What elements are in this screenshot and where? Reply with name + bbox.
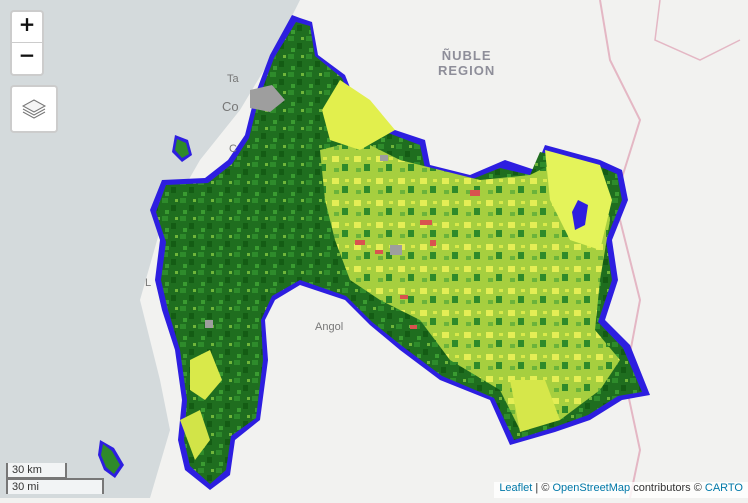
vegetation-mixed bbox=[320, 140, 620, 430]
zoom-in-button[interactable]: + bbox=[12, 12, 42, 43]
degraded-patches bbox=[355, 190, 480, 329]
layers-icon bbox=[21, 99, 47, 119]
scale-bar-km: 30 km bbox=[6, 463, 67, 479]
attribution: Leaflet | © OpenStreetMap contributors ©… bbox=[494, 482, 748, 498]
region-label: ÑUBLE REGION bbox=[438, 48, 495, 78]
zoom-control: + − bbox=[10, 10, 44, 76]
attribution-sep: | © bbox=[532, 482, 553, 494]
region-label-line2: REGION bbox=[438, 63, 496, 78]
zoom-out-button[interactable]: − bbox=[18, 43, 36, 67]
lake bbox=[572, 200, 588, 230]
region-label-line1: ÑUBLE bbox=[441, 48, 492, 63]
sparse-vegetation-5 bbox=[180, 410, 210, 460]
regional-border-2 bbox=[654, 0, 741, 61]
layers-button[interactable] bbox=[10, 85, 58, 133]
city-label-angol: Angol bbox=[315, 321, 344, 333]
sparse-vegetation-2 bbox=[545, 150, 612, 250]
city-label-talcahuano: Ta bbox=[227, 73, 239, 85]
city-label-concepcion: Co bbox=[222, 99, 239, 114]
island-north-veg bbox=[175, 139, 189, 158]
city-label-coronel: C bbox=[229, 143, 237, 155]
osm-link[interactable]: OpenStreetMap bbox=[552, 482, 631, 494]
sparse-vegetation-3 bbox=[510, 380, 560, 432]
urban-areas bbox=[205, 85, 402, 328]
attribution-contributors: contributors © bbox=[630, 482, 705, 494]
scale-bar-mi: 30 mi bbox=[6, 478, 104, 494]
sparse-vegetation-4 bbox=[190, 350, 222, 400]
ocean bbox=[0, 0, 300, 498]
city-label-lebu: L bbox=[145, 277, 152, 289]
island-south-veg bbox=[101, 444, 120, 474]
carto-link[interactable]: CARTO bbox=[704, 482, 743, 494]
sparse-vegetation bbox=[322, 80, 395, 150]
regional-border bbox=[599, 0, 642, 499]
leaflet-link[interactable]: Leaflet bbox=[499, 482, 533, 494]
